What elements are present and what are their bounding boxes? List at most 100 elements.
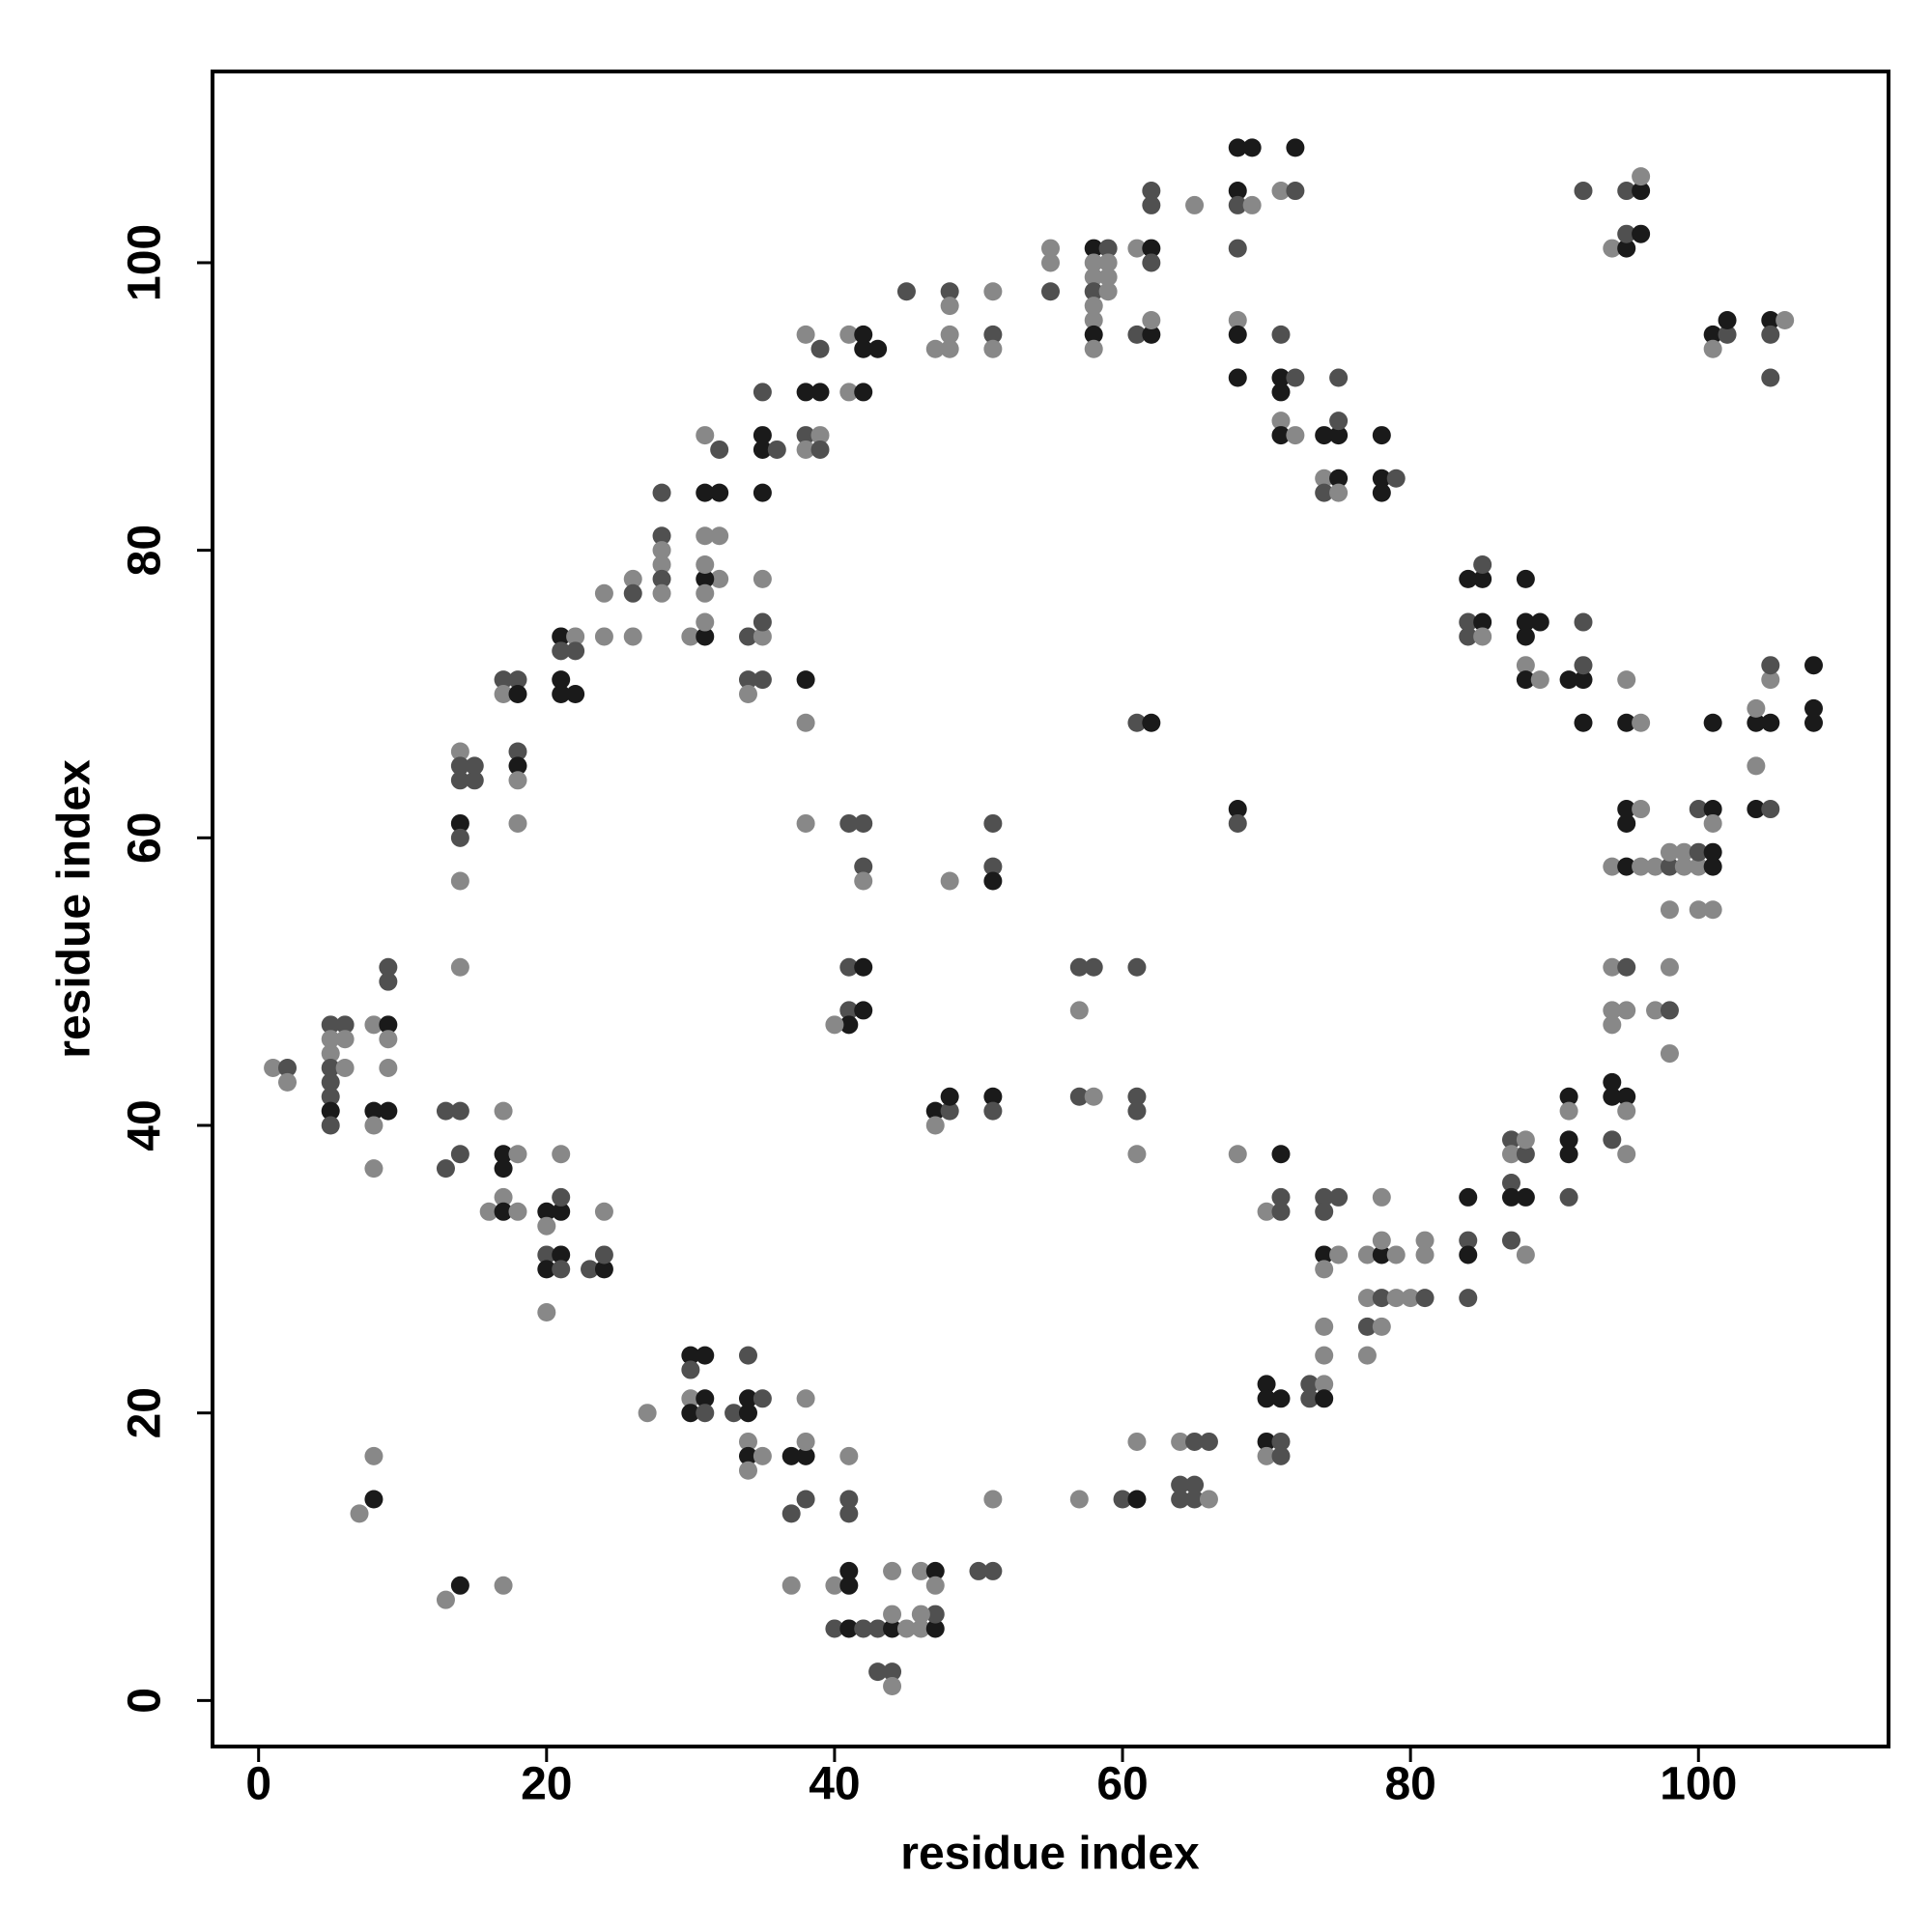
point [1142, 239, 1161, 258]
point [1703, 713, 1722, 732]
point [1501, 1174, 1520, 1193]
point [1718, 310, 1737, 329]
point [1171, 1432, 1190, 1451]
point [983, 1561, 1003, 1580]
point [825, 1576, 844, 1595]
point [925, 339, 945, 358]
point [450, 813, 469, 833]
point [552, 641, 571, 661]
point [508, 813, 527, 833]
point [1703, 857, 1722, 876]
point [1372, 1289, 1391, 1308]
point [1142, 325, 1161, 344]
point [335, 1030, 355, 1049]
point [1574, 656, 1593, 675]
point [925, 1605, 945, 1624]
point [1372, 426, 1391, 445]
point [940, 325, 959, 344]
point [1459, 612, 1478, 632]
point [1660, 900, 1679, 920]
point [1761, 800, 1780, 819]
point [1559, 670, 1578, 690]
x-tick-label: 60 [1096, 1759, 1148, 1810]
point [1689, 842, 1708, 862]
point [983, 282, 1003, 301]
point [1242, 138, 1262, 157]
point [969, 1561, 988, 1580]
point [1372, 483, 1391, 502]
point [1617, 1087, 1636, 1106]
point [681, 1346, 700, 1365]
point [623, 627, 642, 646]
point [1127, 1432, 1147, 1451]
y-tick-label: 80 [120, 525, 171, 576]
x-tick-label: 100 [1660, 1759, 1737, 1810]
point [940, 339, 959, 358]
point [1084, 297, 1103, 316]
point [1069, 1490, 1089, 1509]
point [1142, 195, 1161, 214]
point [1559, 1145, 1578, 1164]
point [1271, 1145, 1291, 1164]
point [1516, 612, 1535, 632]
point [1271, 182, 1291, 201]
point [1372, 1187, 1391, 1207]
point [508, 684, 527, 703]
point [738, 684, 757, 703]
point [278, 1058, 298, 1077]
point [796, 383, 815, 402]
x-tick-label: 0 [245, 1759, 271, 1810]
point [1459, 1231, 1478, 1250]
point [1271, 1202, 1291, 1221]
point [983, 1101, 1003, 1121]
point [839, 1619, 859, 1638]
point [738, 1389, 757, 1408]
point [854, 871, 873, 891]
point [335, 1058, 355, 1077]
point [681, 627, 700, 646]
point [681, 1404, 700, 1423]
point [854, 325, 873, 344]
point [1127, 1101, 1147, 1121]
point [379, 1101, 398, 1121]
point [1473, 569, 1492, 588]
point [1084, 339, 1103, 358]
point [1315, 426, 1334, 445]
point [1185, 1475, 1205, 1494]
point [1069, 1087, 1089, 1106]
point [1286, 138, 1305, 157]
point [594, 627, 613, 646]
point [1761, 713, 1780, 732]
point [379, 1015, 398, 1035]
point [1617, 1101, 1636, 1121]
point [839, 957, 859, 977]
point [796, 670, 815, 690]
point [1127, 1145, 1147, 1164]
y-tick-label: 40 [120, 1099, 171, 1151]
point [321, 1101, 340, 1121]
point [1603, 1001, 1622, 1020]
point [1603, 857, 1622, 876]
point [753, 627, 772, 646]
point [1674, 857, 1693, 876]
point [508, 756, 527, 776]
point [1617, 957, 1636, 977]
point [883, 1605, 902, 1624]
point [1459, 1289, 1478, 1308]
point [508, 771, 527, 790]
point [1271, 368, 1291, 387]
point [1530, 612, 1549, 632]
point [1242, 195, 1262, 214]
point [1228, 800, 1247, 819]
point [1603, 1015, 1622, 1035]
point [508, 1145, 527, 1164]
point [796, 713, 815, 732]
point [1516, 1187, 1535, 1207]
point [1473, 612, 1492, 632]
point [1171, 1490, 1190, 1509]
point [839, 1446, 859, 1465]
point [983, 1087, 1003, 1106]
point [868, 1662, 888, 1682]
y-tick-label: 60 [120, 812, 171, 864]
